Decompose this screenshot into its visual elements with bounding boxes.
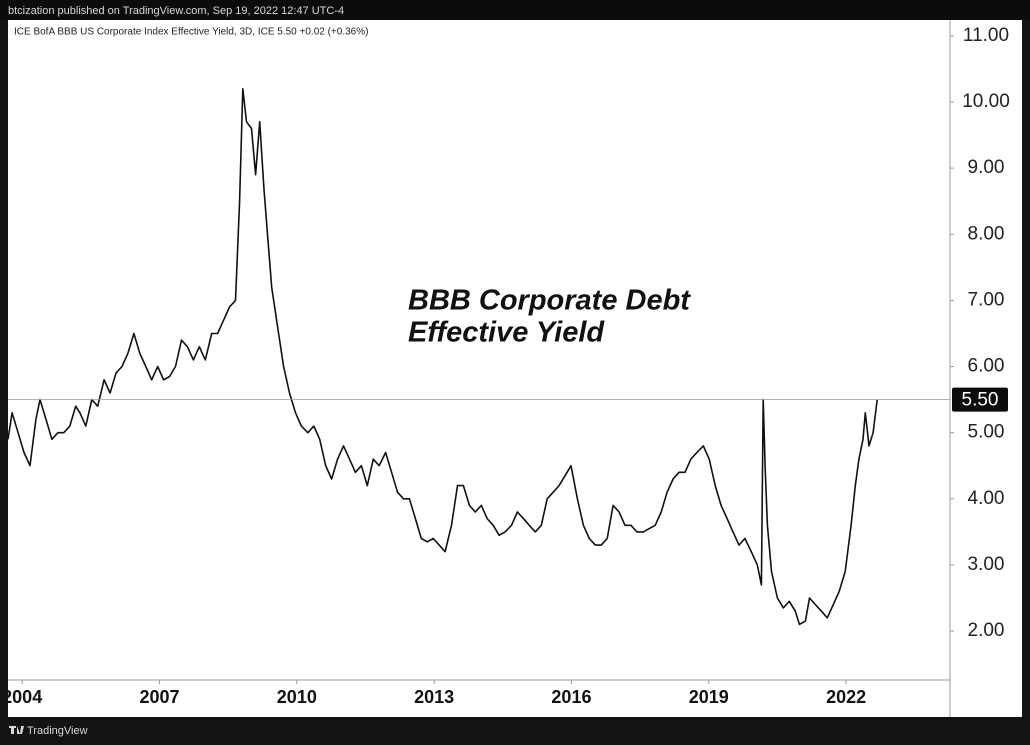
- last-price-box: [952, 387, 1008, 412]
- x-tick-label: 2004: [2, 687, 42, 707]
- x-tick-label: 2007: [139, 687, 179, 707]
- y-tick-label: 10.00: [962, 91, 1010, 112]
- x-tick-label: 2016: [551, 687, 591, 707]
- x-tick-label: 2019: [689, 687, 729, 707]
- last-price-label: 5.50: [962, 390, 999, 411]
- top-bar: [0, 0, 1030, 20]
- y-tick-label: 2.00: [968, 620, 1005, 641]
- x-tick-label: 2022: [826, 687, 866, 707]
- x-tick-label: 2010: [277, 687, 317, 707]
- y-tick-label: 3.00: [968, 554, 1005, 575]
- annotation: BBB Corporate Debt: [408, 285, 691, 317]
- price-line: [8, 88, 878, 626]
- brand-logo: [9, 726, 24, 734]
- axes: 2.00 3.00 4.00 5.00 6.00 7.00 8.00 9.00 10.00 11.…: [950, 25, 1010, 641]
- annotation: Effective Yield: [408, 317, 605, 349]
- brand-name: TradingView: [27, 725, 88, 737]
- y-tick-label: 6.00: [968, 356, 1005, 377]
- y-tick-label: 7.00: [968, 289, 1005, 310]
- y-tick-label: 4.00: [968, 488, 1005, 509]
- x-tick-label: 2013: [414, 687, 454, 707]
- plot: 2004 2007 2010 2013 2016 2019 2022: [2, 88, 950, 707]
- y-tick-label: 9.00: [968, 157, 1005, 178]
- publisher-note: btcization published on TradingView.com,…: [8, 5, 344, 17]
- y-tick-label: 11.00: [963, 25, 1009, 46]
- chart-panel: [8, 20, 1022, 717]
- bottom-bar: [0, 717, 1030, 745]
- chart-title: ICE BofA BBB US Corporate Index Effectiv…: [14, 27, 368, 38]
- y-tick-label: 5.00: [968, 422, 1005, 443]
- y-tick-label: 8.00: [968, 223, 1005, 244]
